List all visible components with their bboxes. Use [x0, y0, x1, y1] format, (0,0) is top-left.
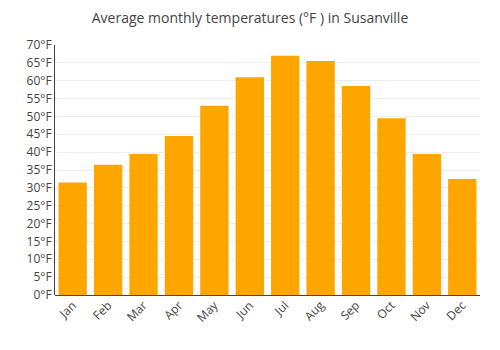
svg-text:65°F: 65°F — [27, 54, 52, 71]
svg-text:Jul: Jul — [270, 297, 292, 319]
svg-text:60°F: 60°F — [27, 72, 52, 89]
svg-text:Aug: Aug — [300, 297, 328, 325]
svg-text:70°F: 70°F — [27, 36, 52, 53]
svg-text:30°F: 30°F — [27, 179, 52, 196]
svg-text:50°F: 50°F — [27, 108, 52, 125]
svg-text:Apr: Apr — [160, 297, 186, 323]
svg-text:Sep: Sep — [336, 297, 363, 324]
svg-text:45°F: 45°F — [27, 125, 52, 142]
svg-text:Dec: Dec — [442, 297, 469, 324]
svg-text:Nov: Nov — [406, 297, 434, 325]
svg-text:Average monthly temperatures (: Average monthly temperatures (°F ) in Su… — [92, 8, 409, 27]
svg-text:20°F: 20°F — [27, 215, 52, 232]
svg-text:35°F: 35°F — [27, 161, 52, 178]
svg-text:55°F: 55°F — [27, 90, 52, 107]
svg-text:May: May — [193, 296, 222, 325]
svg-text:10°F: 10°F — [27, 250, 52, 267]
svg-text:25°F: 25°F — [27, 197, 52, 214]
svg-text:5°F: 5°F — [33, 268, 51, 285]
svg-text:0°F: 0°F — [33, 286, 51, 303]
svg-text:15°F: 15°F — [27, 233, 52, 250]
svg-text:Jun: Jun — [231, 297, 256, 322]
svg-text:40°F: 40°F — [27, 143, 52, 160]
svg-text:Oct: Oct — [373, 297, 399, 323]
svg-text:Feb: Feb — [89, 297, 115, 323]
svg-text:Jan: Jan — [55, 297, 80, 322]
svg-text:Mar: Mar — [123, 297, 151, 325]
